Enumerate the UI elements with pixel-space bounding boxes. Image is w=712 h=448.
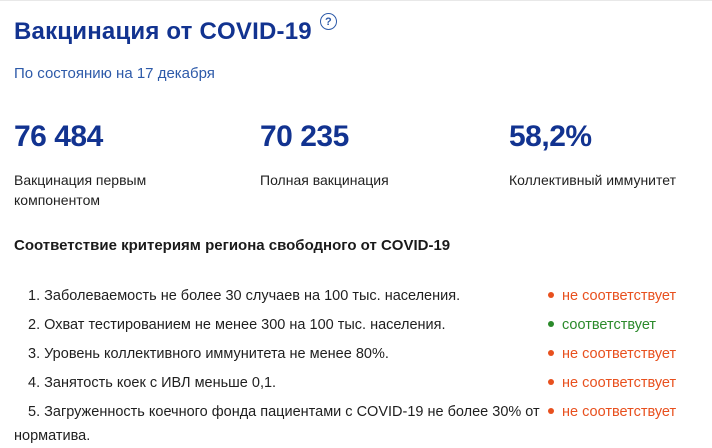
status-label: не соответствует (562, 375, 677, 391)
status-dot-icon (548, 350, 554, 356)
status-dot-icon (548, 379, 554, 385)
status-dot-icon (548, 321, 554, 327)
criterion-number: 5. (28, 404, 41, 420)
stat-label: Коллективный иммунитет (509, 172, 676, 188)
header: Вакцинация от COVID-19 ? (14, 13, 698, 46)
criterion-label: Уровень коллективного иммунитета не мене… (44, 346, 389, 362)
status-label: соответствует (562, 317, 657, 333)
stat-first-component: 76 484 Вакцинация первым компонентом (14, 121, 260, 210)
status-badge: не соответствует (548, 400, 676, 424)
criterion-row: 4. Занятость коек с ИВЛ меньше 0,1. не с… (14, 371, 698, 395)
as-of-date: По состоянию на 17 декабря (14, 65, 215, 82)
criterion-text: 1. Заболеваемость не более 30 случаев на… (14, 284, 544, 308)
status-badge: не соответствует (548, 342, 676, 366)
criterion-number: 3. (28, 346, 41, 362)
status-dot-icon (548, 408, 554, 414)
criteria-heading: Соответствие критериям региона свободног… (14, 237, 451, 254)
status-label: не соответствует (562, 346, 677, 362)
status-label: не соответствует (562, 404, 677, 420)
criterion-text: 4. Занятость коек с ИВЛ меньше 0,1. (14, 371, 544, 395)
stat-value: 58,2% (509, 120, 592, 153)
criterion-row: 3. Уровень коллективного иммунитета не м… (14, 342, 698, 366)
criterion-number: 4. (28, 375, 41, 391)
stats-row: 76 484 Вакцинация первым компонентом 70 … (14, 121, 698, 210)
criterion-row: 1. Заболеваемость не более 30 случаев на… (14, 284, 698, 308)
page-title: Вакцинация от COVID-19 (14, 18, 312, 45)
status-label: не соответствует (562, 288, 677, 304)
criterion-label: Охват тестированием не менее 300 на 100 … (44, 317, 446, 333)
status-badge: соответствует (548, 313, 656, 337)
criterion-row: 5. Загруженность коечного фонда пациента… (14, 400, 698, 448)
criterion-label: Загруженность коечного фонда пациентами … (14, 404, 540, 444)
criterion-text: 5. Загруженность коечного фонда пациента… (14, 400, 544, 448)
criterion-label: Занятость коек с ИВЛ меньше 0,1. (44, 375, 277, 391)
criterion-row: 2. Охват тестированием не менее 300 на 1… (14, 313, 698, 337)
status-badge: не соответствует (548, 284, 676, 308)
status-badge: не соответствует (548, 371, 676, 395)
stat-herd-immunity: 58,2% Коллективный иммунитет (509, 121, 698, 210)
stat-label: Вакцинация первым компонентом (14, 172, 147, 208)
criterion-label: Заболеваемость не более 30 случаев на 10… (44, 288, 461, 304)
criterion-number: 2. (28, 317, 41, 333)
help-icon[interactable]: ? (319, 13, 337, 30)
stat-label: Полная вакцинация (260, 172, 389, 188)
criterion-text: 2. Охват тестированием не менее 300 на 1… (14, 313, 544, 337)
stat-value: 70 235 (260, 120, 349, 153)
criterion-text: 3. Уровень коллективного иммунитета не м… (14, 342, 544, 366)
stat-value: 76 484 (14, 120, 103, 153)
stat-full-vaccination: 70 235 Полная вакцинация (260, 121, 509, 210)
criteria-list: 1. Заболеваемость не более 30 случаев на… (14, 284, 698, 448)
status-dot-icon (548, 292, 554, 298)
criterion-number: 1. (28, 288, 41, 304)
